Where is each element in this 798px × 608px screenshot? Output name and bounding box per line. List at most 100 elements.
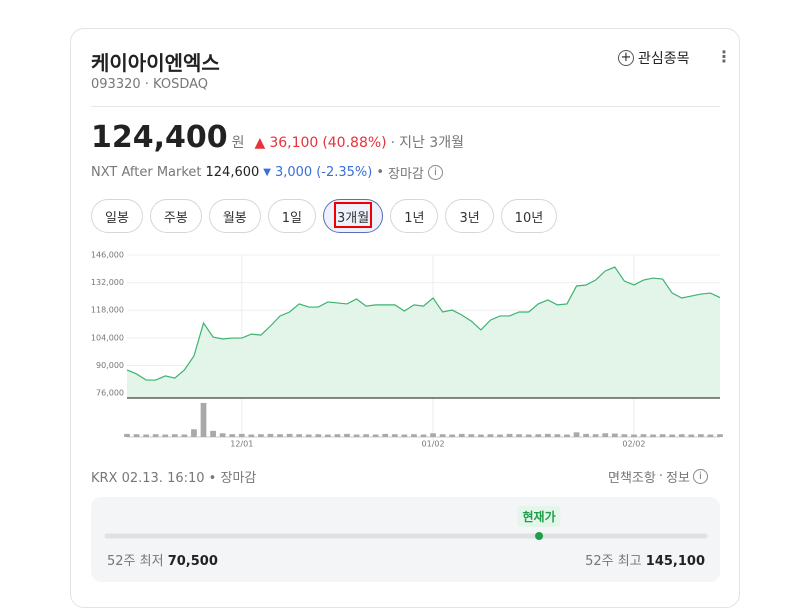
market: KOSDAQ xyxy=(153,77,209,92)
source: KRX 02.13. 16:10 xyxy=(91,471,205,486)
volume-bar xyxy=(296,434,303,437)
volume-bar xyxy=(688,434,695,437)
period-tab[interactable]: 3개월 xyxy=(323,199,384,233)
volume-bar xyxy=(468,434,475,437)
y-tick-label: 90,000 xyxy=(96,361,124,370)
volume-bar xyxy=(382,433,389,437)
volume-bar xyxy=(229,434,236,437)
divider xyxy=(91,106,720,107)
volume-bar xyxy=(506,433,513,437)
volume-bar xyxy=(219,433,226,437)
volume-bar xyxy=(143,434,149,437)
stock-code: 093320 xyxy=(91,77,141,92)
volume-bar xyxy=(439,434,446,437)
low-label: 52주 최저 xyxy=(107,554,164,569)
current-marker xyxy=(535,532,544,540)
price: 124,400 xyxy=(91,120,228,155)
volume-bar xyxy=(305,434,312,437)
volume-bar xyxy=(152,434,159,437)
volume-bar xyxy=(554,434,561,437)
disclaimer[interactable]: 면책조항 xyxy=(608,471,656,486)
stock-name: 케이아이엔엑스 xyxy=(91,51,220,75)
market-status: 장마감 xyxy=(220,471,257,486)
range-low: 52주 최저 70,500 xyxy=(107,550,218,569)
high-value: 145,100 xyxy=(645,554,705,569)
volume-bar xyxy=(171,434,178,437)
period-tab[interactable]: 일봉 xyxy=(91,199,143,233)
volume-bar xyxy=(334,434,341,437)
price-row: 124,400 원 ▲ 36,100 (40.88%) · 지난 3개월 xyxy=(91,120,464,155)
volume-bar xyxy=(363,434,369,437)
volume-bar xyxy=(411,434,417,437)
volume-bar xyxy=(124,433,130,437)
period-tabs: 일봉 주봉 월봉 1일 3개월 1년 3년 10년 xyxy=(91,199,558,233)
y-tick-label: 76,000 xyxy=(96,389,124,398)
volume-bar xyxy=(640,434,647,437)
after-market-change-pct: (-2.35%) xyxy=(316,165,373,180)
more-button[interactable]: ⋮ xyxy=(716,47,732,66)
volume-bar xyxy=(191,429,197,437)
footer-left: KRX 02.13. 16:10 • 장마감 xyxy=(91,471,257,486)
volume-bar xyxy=(401,434,408,437)
volume-bar xyxy=(698,434,704,437)
info[interactable]: 정보 xyxy=(665,471,690,486)
chart: 76,000 90,000 104,000 118,000 132,000 146,000… xyxy=(91,251,723,582)
period: 지난 3개월 xyxy=(399,135,464,151)
volume-bar xyxy=(535,434,542,437)
volume-bar xyxy=(353,434,360,437)
watchlist-label: 관심종목 xyxy=(638,51,690,67)
volume-bar xyxy=(564,434,570,437)
volume-bar xyxy=(544,433,551,437)
volume-bar xyxy=(525,434,532,437)
x-tick-label: 01/02 xyxy=(422,440,445,449)
volume-bar xyxy=(478,434,484,437)
volume-bar xyxy=(449,434,456,437)
period-tab[interactable]: 3년 xyxy=(445,199,494,233)
period-tab[interactable]: 주봉 xyxy=(149,199,202,233)
range-panel xyxy=(91,497,720,582)
price-change: 36,100 xyxy=(269,135,319,151)
volume-bar xyxy=(344,433,350,437)
volume-bar xyxy=(430,433,436,437)
volume-bar xyxy=(286,433,293,437)
volume-bar xyxy=(573,432,580,437)
volume-bar xyxy=(583,433,589,437)
period-tab[interactable]: 10년 xyxy=(500,199,558,233)
volume-bar xyxy=(133,434,140,437)
volume-bar xyxy=(372,434,379,437)
volume-bar xyxy=(516,434,523,437)
volume-bar xyxy=(248,434,255,437)
volume-bar xyxy=(420,434,427,437)
volume-bar xyxy=(669,434,676,437)
volume-bar xyxy=(162,434,169,437)
after-market-price: 124,600 xyxy=(205,165,260,180)
range-high: 52주 최고 145,100 xyxy=(585,550,705,569)
volume-bar xyxy=(458,433,465,437)
y-tick-label: 118,000 xyxy=(91,306,124,315)
after-market-row: NXT After Market 124,600 ▼ 3,000 (-2.35%… xyxy=(91,163,443,182)
volume-bar xyxy=(678,434,685,437)
volume-bar xyxy=(277,434,283,437)
after-market-label: NXT After Market xyxy=(91,165,202,180)
after-market-change: 3,000 xyxy=(274,165,313,180)
period-tab[interactable]: 1년 xyxy=(390,199,439,233)
volume-bar xyxy=(210,430,216,437)
footer-right: 면책조항 · 정보 i xyxy=(608,467,708,486)
price-line xyxy=(126,266,721,381)
volume-bar xyxy=(650,434,656,437)
y-tick-label: 132,000 xyxy=(91,278,124,287)
x-tick-label: 02/02 xyxy=(622,440,645,449)
volume-bar xyxy=(391,434,398,437)
volume-bar xyxy=(267,433,274,437)
high-label: 52주 최고 xyxy=(585,554,642,569)
volume-bar xyxy=(717,434,723,437)
volume-bar xyxy=(487,434,494,437)
volume-bar xyxy=(200,403,207,437)
price-change-pct: (40.88%) xyxy=(322,135,387,151)
period-tab[interactable]: 1일 xyxy=(267,199,316,233)
volume-bar xyxy=(181,434,188,437)
page: 76,000 90,000 104,000 118,000 132,000 146,000… xyxy=(70,28,740,608)
period-tab[interactable]: 월봉 xyxy=(208,199,261,233)
watchlist-button[interactable]: + 관심종목 xyxy=(618,48,690,68)
y-tick-label: 146,000 xyxy=(91,251,124,260)
